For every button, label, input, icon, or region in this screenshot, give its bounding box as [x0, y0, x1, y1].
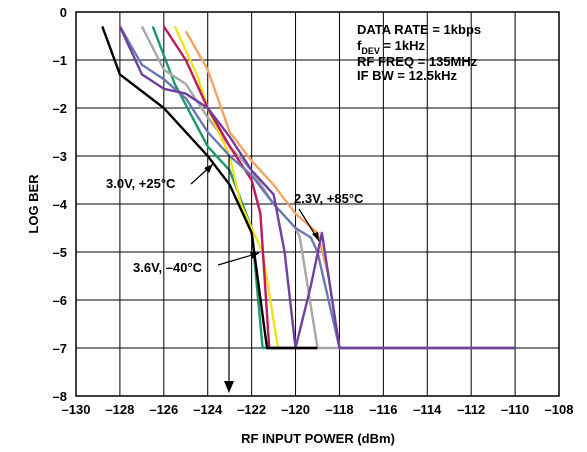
x-tick-label: –122: [237, 402, 266, 417]
sensitivity-arrowhead: [224, 381, 234, 393]
series-line: [140, 25, 516, 350]
x-tick-label: –108: [545, 402, 574, 417]
plot-frame: [75, 11, 560, 397]
x-tick-labels: –130 –128 –126 –124 –122 –120 –118 –116 –114 –112…: [62, 402, 574, 417]
info-fdev-sub: DEV: [361, 46, 380, 56]
y-tick-label: –2: [53, 101, 67, 116]
y-tick-label: –1: [53, 53, 67, 68]
y-axis-title: LOG BER: [26, 174, 41, 234]
x-tick-label: –130: [62, 402, 91, 417]
y-tick-label: –6: [53, 293, 67, 308]
y-tick-label: –4: [53, 197, 68, 212]
x-tick-label: –126: [149, 402, 178, 417]
info-fdev-rest: = 1kHz: [380, 38, 426, 53]
x-tick-label: –118: [325, 402, 353, 417]
x-tick-label: –116: [369, 402, 397, 417]
info-fdev-main: f: [357, 38, 362, 53]
x-tick-label: –124: [193, 402, 223, 417]
info-rf-freq: RF FREQ = 135MHz: [357, 54, 478, 69]
series-line: [101, 25, 318, 350]
series-line: [184, 30, 341, 349]
annotation-2-3v-85c: 2.3V, +85°C: [294, 191, 364, 206]
series-line: [162, 25, 318, 350]
annotation-3-6v-40c-arrowhead: [250, 252, 259, 259]
series-line: [151, 25, 296, 350]
y-tick-label: 0: [60, 5, 67, 20]
info-if-bw: IF BW = 12.5kHz: [357, 68, 458, 83]
x-tick-label: –128: [105, 402, 134, 417]
annotation-3-6v-40c: 3.6V, –40°C: [133, 260, 203, 275]
x-tick-label: –112: [457, 402, 485, 417]
y-tick-labels: 0 –1 –2 –3 –4 –5 –6 –7 –8: [53, 5, 68, 404]
info-fdev: fDEV = 1kHz: [357, 38, 426, 56]
annotations: 3.0V, +25°C 2.3V, +85°C 3.6V, –40°C: [106, 155, 364, 393]
info-data-rate: DATA RATE = 1kbps: [357, 22, 481, 37]
x-axis-title: RF INPUT POWER (dBm): [241, 431, 395, 446]
x-tick-label: –120: [281, 402, 310, 417]
series-lines: [101, 25, 516, 350]
y-tick-label: –3: [53, 149, 67, 164]
x-tick-label: –114: [413, 402, 442, 417]
annotation-3v-25c-arrowhead: [204, 164, 213, 173]
series-line: [173, 25, 280, 349]
y-tick-label: –8: [53, 389, 67, 404]
annotation-2-3v-85c-arrowhead: [312, 232, 319, 241]
info-box: DATA RATE = 1kbps fDEV = 1kHz RF FREQ = …: [357, 22, 481, 83]
y-tick-label: –7: [53, 341, 67, 356]
x-tick-label: –110: [501, 402, 529, 417]
series-line: [118, 25, 516, 350]
y-tick-label: –5: [53, 245, 67, 260]
annotation-3v-25c: 3.0V, +25°C: [106, 176, 176, 191]
